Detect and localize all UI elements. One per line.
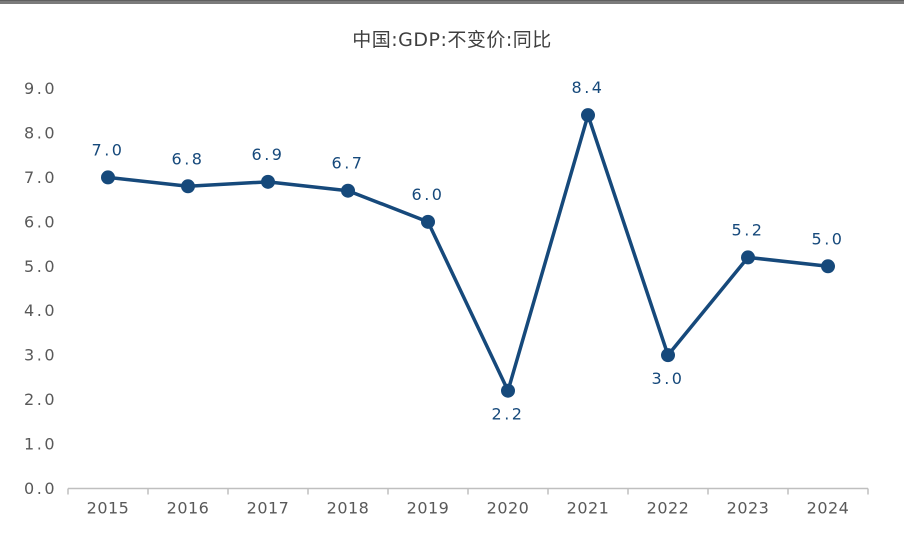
top-divider-bar: [0, 0, 904, 4]
y-axis-tick-label: 2.0: [24, 390, 57, 409]
data-label-2020: 2.2: [492, 405, 525, 424]
data-point-2022: [661, 348, 675, 363]
x-axis-tick-label: 2021: [567, 499, 610, 518]
y-axis-tick-label: 0.0: [24, 479, 57, 498]
y-axis-tick-label: 4.0: [24, 301, 57, 320]
y-axis-tick-label: 6.0: [24, 212, 57, 231]
x-axis-tick-label: 2023: [727, 499, 770, 518]
y-axis-tick-label: 7.0: [24, 168, 57, 187]
data-point-2016: [181, 179, 195, 194]
data-point-2021: [581, 108, 595, 123]
y-axis-tick-label: 1.0: [24, 435, 57, 454]
x-axis-tick-label: 2015: [87, 499, 130, 518]
data-label-2015: 7.0: [92, 140, 125, 159]
data-label-2018: 6.7: [332, 154, 365, 173]
data-label-2024: 5.0: [812, 229, 845, 248]
y-axis-tick-label: 3.0: [24, 346, 57, 365]
x-axis-tick-label: 2024: [807, 499, 850, 518]
y-axis-tick-label: 5.0: [24, 257, 57, 276]
gdp-series-line: [106, 113, 830, 393]
data-label-2016: 6.8: [172, 149, 205, 168]
y-axis-tick-label: 9.0: [24, 79, 57, 98]
data-point-2019: [421, 214, 435, 229]
x-axis-tick-label: 2019: [407, 499, 450, 518]
x-axis-tick-label: 2018: [327, 499, 370, 518]
data-label-2021: 8.4: [572, 78, 605, 97]
data-point-2023: [741, 250, 755, 265]
data-point-2015: [101, 170, 115, 185]
data-point-2018: [341, 183, 355, 198]
chart-title: 中国:GDP:不变价:同比: [352, 29, 552, 51]
data-label-2017: 6.9: [252, 145, 285, 164]
x-axis-tick-label: 2016: [167, 499, 210, 518]
x-axis-tick-label: 2022: [647, 499, 690, 518]
data-label-2023: 5.2: [732, 220, 765, 239]
data-label-2022: 3.0: [652, 369, 685, 388]
data-point-2017: [261, 174, 275, 189]
x-axis-tick-label: 2017: [247, 499, 290, 518]
x-axis-tick-label: 2020: [487, 499, 530, 518]
data-point-2024: [821, 259, 835, 274]
data-label-2019: 6.0: [412, 185, 445, 204]
y-axis-tick-label: 8.0: [24, 123, 57, 142]
data-point-2020: [501, 383, 515, 398]
